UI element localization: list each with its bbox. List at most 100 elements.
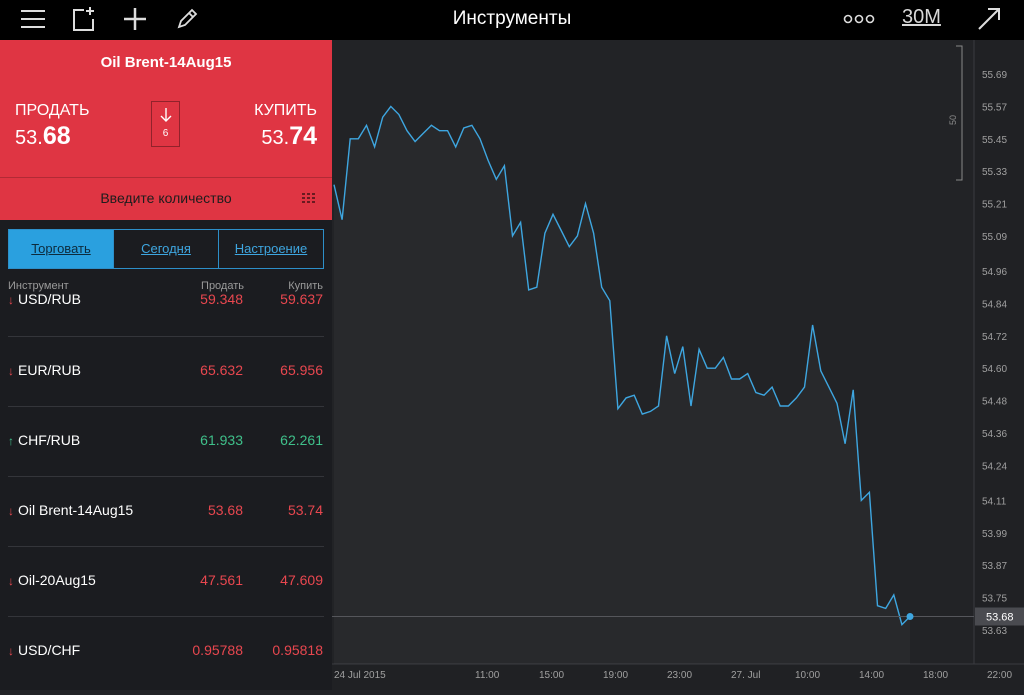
scale-label: 50 [948,115,958,125]
y-tick-label: 55.69 [982,70,1007,81]
y-tick-label: 55.45 [982,135,1007,146]
instrument-title: Oil Brent-14Aug15 [100,54,232,71]
row-instrument: ↓ USD/CHF [8,642,80,658]
tab-bar: Торговать Сегодня Настроение [8,229,324,269]
chart-svg[interactable]: 55.69 55.57 55.45 55.33 55.21 55.09 54.96 54.84… [332,40,1024,690]
x-tick-label: 22:00 [987,670,1012,681]
y-tick-label: 53.87 [982,561,1007,572]
left-panel: Oil Brent-14Aug15 ПРОДАТЬ 53.68 6 КУПИТЬ… [0,40,332,690]
row-sell-price[interactable]: 61.933 [200,432,243,448]
tab-trade[interactable]: Торговать [9,230,113,268]
arrow-down-icon [160,108,171,122]
buy-label[interactable]: КУПИТЬ [254,102,317,119]
row-name: Oil-20Aug15 [18,572,96,588]
price-chart[interactable]: 55.69 55.57 55.45 55.33 55.21 55.09 54.96 54.84… [332,40,1024,690]
y-tick-label: 54.36 [982,429,1007,440]
spread-value: 6 [162,128,169,139]
x-tick-label: 18:00 [923,670,948,681]
column-header-sell: Продать [201,280,244,292]
add-window-icon[interactable] [70,4,98,34]
timeframe-selector[interactable]: 30M [902,6,941,28]
row-sell-price[interactable]: 47.561 [200,572,243,588]
more-icon[interactable] [843,4,875,34]
x-tick-label: 15:00 [539,670,564,681]
expand-icon[interactable] [975,4,1003,34]
x-tick-label: 10:00 [795,670,820,681]
table-row[interactable]: ↓ Oil Brent-14Aug15 53.68 53.74 [8,476,324,547]
quantity-placeholder: Введите количество [100,190,232,206]
row-instrument: ↓ EUR/RUB [8,362,81,378]
y-tick-label: 54.11 [982,496,1007,507]
y-tick-label: 54.84 [982,299,1007,310]
sell-price[interactable]: 53.68 [15,122,71,151]
buy-price-pips: 74 [289,122,317,150]
arrow-down-icon: ↓ [8,293,14,307]
row-name: EUR/RUB [18,362,82,378]
table-row[interactable]: ↓ EUR/RUB 65.632 65.956 [8,336,324,407]
table-row[interactable]: ↓ USD/RUB 59.348 59.637 [8,291,324,336]
row-name: USD/CHF [18,642,81,658]
quantity-field[interactable]: Введите количество [0,177,332,220]
y-tick-label: 53.75 [982,594,1007,605]
row-buy-price[interactable]: 62.261 [280,432,323,448]
row-name: CHF/RUB [18,432,81,448]
menu-icon[interactable] [18,4,48,34]
row-buy-price[interactable]: 65.956 [280,362,323,378]
sell-price-prefix: 53. [15,127,43,149]
y-tick-label: 54.60 [982,364,1007,375]
table-row[interactable]: ↓ Oil-20Aug15 47.561 47.609 [8,546,324,617]
row-sell-price[interactable]: 0.95788 [192,642,243,658]
arrow-up-icon: ↑ [8,434,14,448]
row-buy-price[interactable]: 47.609 [280,572,323,588]
row-sell-price[interactable]: 53.68 [207,502,243,518]
arrow-down-icon: ↓ [8,364,14,378]
pencil-icon[interactable] [173,4,201,34]
x-tick-label: 27. Jul [731,670,760,681]
x-tick-label: 24 Jul 2015 [334,670,386,681]
scale-bracket [956,45,963,181]
y-tick-label: 55.09 [982,232,1007,243]
y-tick-label: 55.33 [982,167,1007,178]
row-sell-price[interactable]: 65.632 [200,362,243,378]
tab-sentiment[interactable]: Настроение [218,230,323,268]
row-name: USD/RUB [18,291,82,307]
row-instrument: ↑ CHF/RUB [8,432,80,448]
y-tick-label: 53.99 [982,529,1007,540]
row-buy-price[interactable]: 53.74 [287,502,323,518]
current-price-tag [975,607,1024,626]
buy-price-prefix: 53. [261,127,290,149]
trade-panel: Oil Brent-14Aug15 ПРОДАТЬ 53.68 6 КУПИТЬ… [0,40,332,220]
buy-price[interactable]: 53.74 [261,122,317,151]
current-price-marker [906,613,914,621]
tab-today[interactable]: Сегодня [113,230,218,268]
row-instrument: ↓ Oil-20Aug15 [8,572,96,588]
plus-icon[interactable] [121,4,149,34]
y-tick-label: 54.96 [982,267,1007,278]
x-tick-label: 14:00 [859,670,884,681]
row-instrument: ↓ USD/RUB [8,291,81,307]
arrow-down-icon: ↓ [8,504,14,518]
keypad-icon[interactable] [302,193,318,205]
plot-area [332,40,974,664]
table-row[interactable]: ↓ USD/CHF 0.95788 0.95818 [8,616,324,687]
sell-label[interactable]: ПРОДАТЬ [15,102,90,119]
row-sell-price[interactable]: 59.348 [200,291,243,307]
table-row[interactable]: ↑ CHF/RUB 61.933 62.261 [8,406,324,477]
y-tick-label: 54.48 [982,397,1007,408]
x-tick-label: 23:00 [667,670,692,681]
top-bar: Инструменты 30M [0,0,1024,40]
y-tick-label: 53.63 [982,626,1007,637]
row-name: Oil Brent-14Aug15 [18,502,134,518]
y-tick-label: 54.72 [982,332,1007,343]
column-header-instrument: Инструмент [8,280,69,292]
arrow-down-icon: ↓ [8,574,14,588]
row-buy-price[interactable]: 0.95818 [272,642,323,658]
sell-price-pips: 68 [42,122,71,150]
x-tick-label: 19:00 [603,670,628,681]
series-line [333,105,911,626]
arrow-down-icon: ↓ [8,644,14,658]
x-tick-label: 11:00 [475,670,500,681]
y-tick-label: 54.24 [982,461,1007,472]
current-price-label: 53.68 [986,612,1014,624]
row-buy-price[interactable]: 59.637 [280,291,323,307]
